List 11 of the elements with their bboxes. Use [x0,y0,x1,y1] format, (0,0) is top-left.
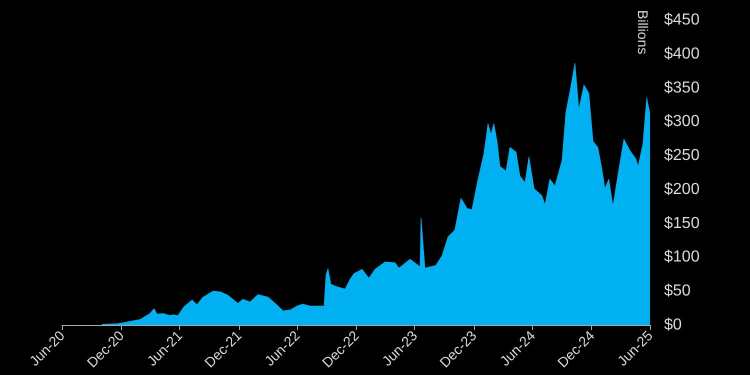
y-tick-label: $300 [664,113,700,130]
y-tick-label: $0 [664,316,682,334]
y-tick-label: $50 [664,282,691,300]
y-tick-label: $450 [664,12,700,28]
y-tick-label: $250 [664,147,700,164]
y-tick-label: $150 [664,214,700,232]
y-tick-label: $350 [664,79,700,96]
y-tick-label: $100 [664,248,700,266]
y-tick-label: $200 [664,180,700,198]
y-axis-title: Billions [635,10,651,54]
y-tick-label: $400 [664,45,700,62]
